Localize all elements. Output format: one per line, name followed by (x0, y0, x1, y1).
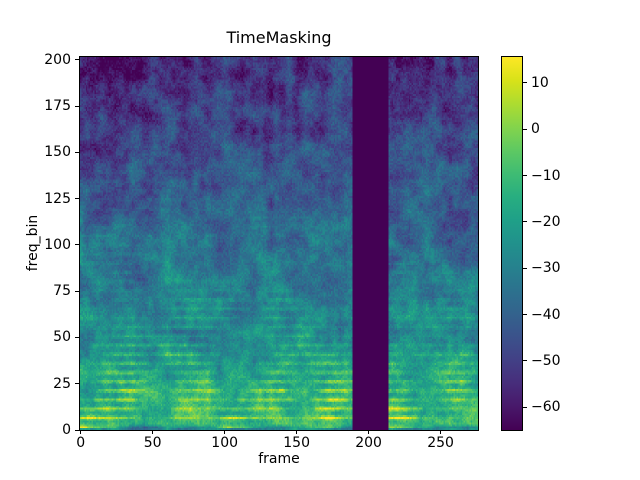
colorbar-tick-mark (523, 175, 527, 177)
colorbar-tick-label: −10 (531, 167, 561, 184)
x-tick-label: 0 (76, 435, 86, 451)
spectrogram-image (80, 57, 478, 430)
x-tick-label: 200 (355, 435, 382, 451)
y-tick-label: 25 (53, 375, 71, 392)
x-tick-label: 250 (427, 435, 454, 451)
x-tick-label: 100 (211, 435, 239, 451)
y-tick-label: 150 (44, 144, 71, 161)
colorbar-tick-mark (523, 360, 527, 362)
colorbar-tick-label: −50 (531, 352, 561, 369)
x-tick-label: 50 (143, 435, 162, 451)
colorbar-tick-label: −60 (531, 399, 561, 416)
y-tick-label: 50 (53, 329, 71, 346)
colorbar-tick-mark (523, 267, 527, 269)
plot-area (79, 56, 479, 431)
chart-title: TimeMasking (226, 28, 332, 47)
x-axis-label: frame (258, 451, 300, 467)
y-tick-label: 200 (44, 51, 71, 68)
colorbar-tick-label: 0 (531, 121, 540, 138)
y-tick-label: 0 (62, 422, 71, 438)
y-axis-label: freq_bin (25, 214, 41, 272)
x-tick-label: 150 (283, 435, 310, 451)
colorbar-tick-mark (523, 82, 527, 84)
colorbar-tick-label: −30 (531, 260, 561, 277)
colorbar (501, 56, 523, 431)
colorbar-tick-label: 10 (531, 74, 549, 91)
colorbar-tick-mark (523, 406, 527, 408)
colorbar-tick-label: −40 (531, 306, 561, 323)
colorbar-tick-mark (523, 314, 527, 316)
colorbar-tick-mark (523, 221, 527, 223)
y-tick-label: 175 (44, 98, 71, 115)
colorbar-tick-label: −20 (531, 213, 561, 230)
colorbar-tick-mark (523, 128, 527, 130)
